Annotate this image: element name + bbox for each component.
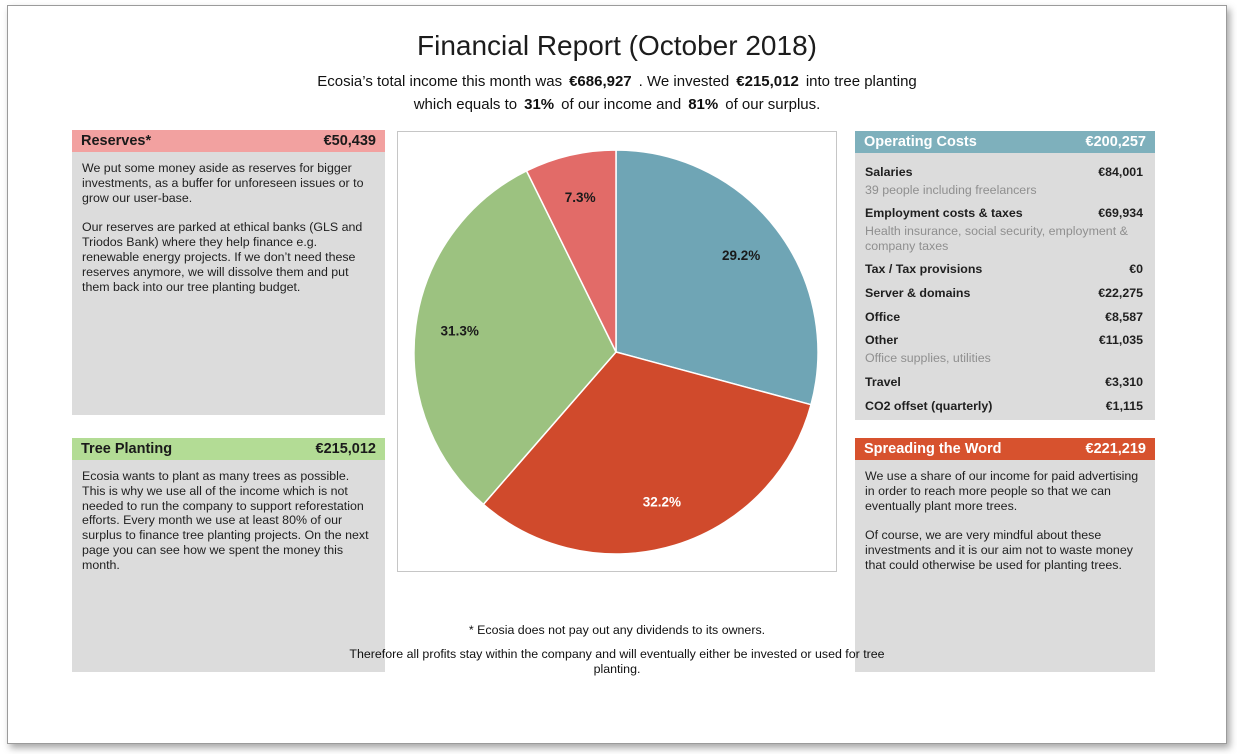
cost-row: Salaries €84,001 <box>865 165 1143 180</box>
footnote-line-1: * Ecosia does not pay out any dividends … <box>468 623 766 637</box>
operating-costs-header: Operating Costs €200,257 <box>855 131 1155 153</box>
operating-costs-amount: €200,257 <box>1085 134 1146 150</box>
reserves-body: We put some money aside as reserves for … <box>72 152 385 415</box>
cost-note: 39 people including freelancers <box>865 182 1037 197</box>
pie-slice-reserves <box>525 149 617 353</box>
total-income-value: €686,927 <box>569 73 632 90</box>
tree-planting-body: Ecosia wants to plant as many trees as p… <box>72 460 385 672</box>
pie-chart: 29.2% 32.2% 31.3% 7.3% <box>413 149 819 555</box>
pie-slice-operating-costs <box>615 149 819 406</box>
spreading-paragraph-1: We use a share of our income for paid ad… <box>865 469 1139 513</box>
footnote-line-2: Therefore all profits stay within the co… <box>349 647 885 676</box>
cost-value: €84,001 <box>1098 165 1143 179</box>
operating-costs-panel: Operating Costs €200,257 Salaries €84,00… <box>855 131 1155 420</box>
cost-value: €22,275 <box>1098 285 1143 300</box>
reserves-amount: €50,439 <box>323 133 376 149</box>
cost-label: CO2 offset (quarterly) <box>865 398 993 413</box>
cost-value: €3,310 <box>1105 374 1143 389</box>
spreading-the-word-header: Spreading the Word €221,219 <box>855 438 1155 460</box>
tree-planting-panel: Tree Planting €215,012 Ecosia wants to p… <box>72 438 385 672</box>
page-frame: Financial Report (October 2018) Ecosia’s… <box>7 5 1227 744</box>
cost-row: Office €8,587 <box>865 310 1143 325</box>
operating-costs-title: Operating Costs <box>864 134 977 150</box>
cost-label: Travel <box>865 374 901 389</box>
footnotes: * Ecosia does not pay out any dividends … <box>332 623 902 677</box>
pie-chart-panel: 29.2% 32.2% 31.3% 7.3% <box>397 131 837 572</box>
reserves-panel: Reserves* €50,439 We put some money asid… <box>72 130 385 415</box>
pie-slice-label: 7.3% <box>565 190 596 205</box>
reserves-paragraph-2: Our reserves are parked at ethical banks… <box>82 220 363 294</box>
tree-planting-paragraph-1: Ecosia wants to plant as many trees as p… <box>82 469 369 572</box>
cost-row: Other €11,035 <box>865 333 1143 348</box>
cost-label: Tax / Tax provisions <box>865 262 983 277</box>
subtitle-line-1: Ecosia’s total income this month was €686… <box>8 70 1226 93</box>
pie-slice-label: 29.2% <box>722 248 760 263</box>
reserves-paragraph-1: We put some money aside as reserves for … <box>82 161 364 205</box>
cost-row: Server & domains €22,275 <box>865 286 1143 301</box>
cost-value: €69,934 <box>1098 206 1143 221</box>
cost-row: Employment costs & taxes €69,934 <box>865 206 1143 221</box>
cost-label: Server & domains <box>865 285 971 300</box>
subtitle-text-2: . We invested <box>638 73 730 90</box>
tree-planting-amount: €215,012 <box>315 441 376 457</box>
spreading-the-word-amount: €221,219 <box>1085 441 1146 457</box>
cost-value: €11,035 <box>1098 333 1143 348</box>
cost-label: Employment costs & taxes <box>865 206 1023 221</box>
operating-costs-body: Salaries €84,001 39 people including fre… <box>855 153 1155 420</box>
subtitle-text-4: which equals to <box>413 96 518 113</box>
pie-slice-tree-planting <box>413 170 617 506</box>
pie-slice-label: 32.2% <box>643 494 681 509</box>
subtitle-text-6: of our surplus. <box>725 96 821 113</box>
tree-planting-header: Tree Planting €215,012 <box>72 438 385 460</box>
pie-slice-spreading-the-word <box>482 351 812 555</box>
invested-value: €215,012 <box>736 73 799 90</box>
subtitle-line-2: which equals to 31% of our income and 81% of… <box>8 93 1226 116</box>
spreading-the-word-panel: Spreading the Word €221,219 We use a sha… <box>855 438 1155 672</box>
spreading-the-word-body: We use a share of our income for paid ad… <box>855 460 1155 672</box>
cost-note: Health insurance, social security, emplo… <box>865 224 1128 253</box>
income-percent-value: 31% <box>524 96 555 113</box>
page-title: Financial Report (October 2018) <box>417 30 817 61</box>
pie-slice-label: 31.3% <box>441 323 479 338</box>
tree-planting-title: Tree Planting <box>81 441 173 457</box>
reserves-header: Reserves* €50,439 <box>72 130 385 152</box>
cost-label: Salaries <box>865 165 913 179</box>
cost-row: Travel €3,310 <box>865 375 1143 390</box>
cost-label: Office <box>865 309 901 324</box>
cost-value: €8,587 <box>1105 309 1143 324</box>
cost-label: Other <box>865 333 899 348</box>
spreading-the-word-title: Spreading the Word <box>864 441 1002 457</box>
cost-value: €0 <box>1129 262 1143 277</box>
subtitle-text-5: of our income and <box>561 96 682 113</box>
subtitle-text-3: into tree planting <box>805 73 917 90</box>
surplus-percent-value: 81% <box>688 96 719 113</box>
cost-note: Office supplies, utilities <box>865 351 991 366</box>
cost-row: Tax / Tax provisions €0 <box>865 262 1143 277</box>
cost-value: €1,115 <box>1105 398 1143 413</box>
spreading-paragraph-2: Of course, we are very mindful about the… <box>865 528 1133 572</box>
subtitle-text-1: Ecosia’s total income this month was <box>317 73 563 90</box>
subtitle: Ecosia’s total income this month was €686… <box>8 70 1226 116</box>
cost-row: CO2 offset (quarterly) €1,115 <box>865 399 1143 414</box>
reserves-title: Reserves* <box>81 133 152 149</box>
